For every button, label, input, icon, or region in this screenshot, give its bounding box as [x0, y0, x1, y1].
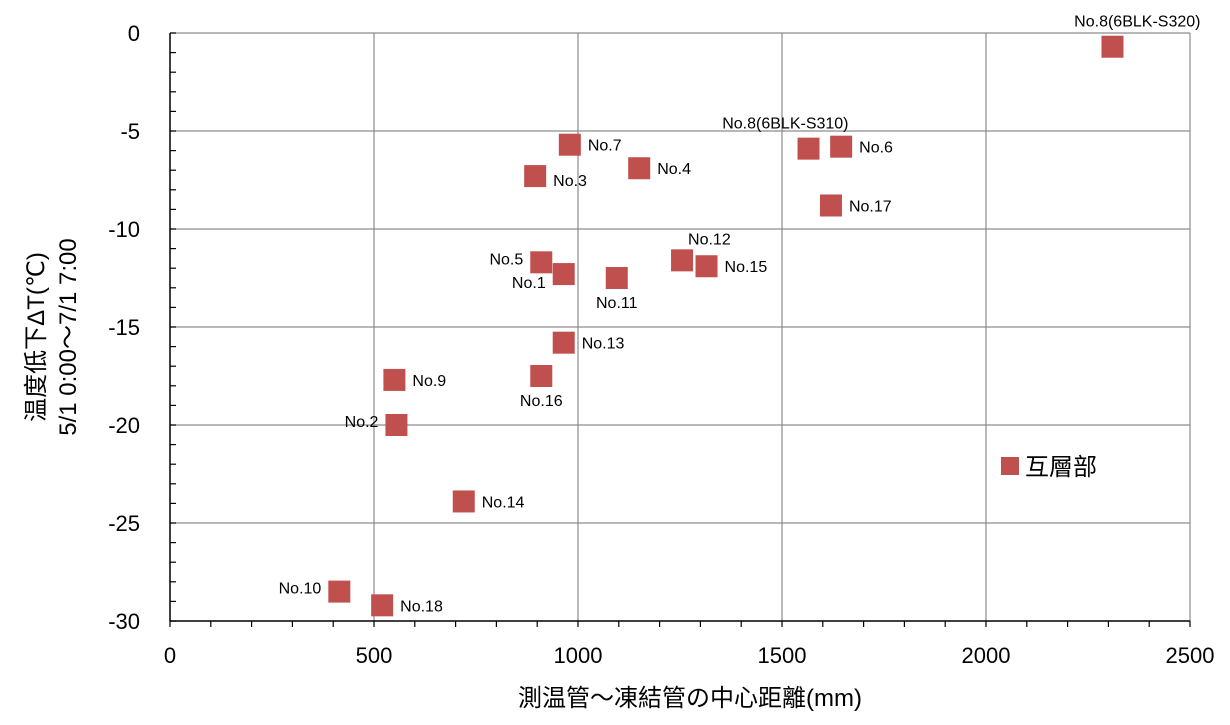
data-label: No.4 [657, 161, 691, 178]
data-label: No.3 [553, 173, 587, 190]
data-point [530, 251, 553, 274]
data-label: No.18 [400, 598, 443, 615]
data-label: No.11 [596, 295, 638, 312]
data-point [605, 267, 628, 289]
data-label: No.13 [582, 336, 625, 353]
y-tick-label: -10 [108, 217, 140, 242]
x-tick-label: 0 [164, 643, 176, 668]
data-label: No.8(6BLK-S310) [722, 116, 848, 133]
data-point [830, 135, 853, 158]
data-point [452, 490, 475, 513]
data-point [552, 263, 575, 286]
data-label: No.12 [688, 231, 731, 248]
data-label: No.7 [588, 138, 622, 155]
data-point [552, 331, 575, 354]
data-point [558, 133, 581, 156]
data-point [530, 365, 553, 387]
data-label: No.2 [345, 414, 379, 431]
data-point [797, 137, 820, 160]
data-point [328, 580, 351, 603]
data-label: No.5 [489, 251, 523, 268]
legend-marker [1001, 457, 1019, 475]
data-point [371, 594, 394, 617]
data-point [628, 157, 651, 180]
y-tick-label: -5 [120, 119, 140, 144]
data-label: No.14 [482, 494, 525, 511]
legend: 互層部 [1001, 454, 1097, 481]
x-tick-label: 1000 [554, 643, 603, 668]
data-label: No.15 [725, 259, 768, 276]
y-axis-title: 温度低下ΔT(℃) [23, 252, 50, 422]
data-point [1101, 35, 1124, 58]
data-label: No.10 [279, 581, 322, 598]
data-label: No.17 [849, 198, 892, 215]
data-point [383, 368, 406, 391]
ticks-layer: 0 500 1000 1500 2000 2500 0 -5 -10 -15 -20 -25 -30 [108, 21, 1214, 668]
legend-label: 互層部 [1025, 454, 1097, 481]
data-point [819, 194, 842, 217]
data-point [671, 249, 694, 272]
point-labels-layer: No.1 No.2 No.3 No.4 No.5 No.6 No.7 No.8(6BLK-S3… [279, 14, 1201, 616]
data-label: No.16 [520, 393, 563, 410]
data-label: No.9 [412, 373, 446, 390]
x-tick-label: 2000 [962, 643, 1011, 668]
data-label: No.8(6BLK-S320) [1074, 14, 1200, 31]
x-tick-label: 1500 [758, 643, 807, 668]
y-tick-label: -15 [108, 315, 140, 340]
data-point [385, 414, 408, 436]
points-layer [328, 35, 1124, 617]
y-axis-subtitle: 5/1 0:00～7/1 7:00 [55, 238, 82, 435]
y-tick-label: -20 [108, 413, 140, 438]
data-point [695, 255, 718, 278]
grid-layer [170, 32, 1191, 621]
data-label: No.1 [512, 275, 546, 292]
x-tick-label: 2500 [1166, 643, 1215, 668]
y-tick-label: -25 [108, 511, 140, 536]
data-point [524, 165, 547, 188]
y-tick-label: 0 [128, 21, 140, 46]
y-tick-label: -30 [108, 609, 140, 634]
data-label: No.6 [859, 140, 893, 157]
x-tick-label: 500 [356, 643, 393, 668]
x-axis-title: 測温管～凍結管の中心距離(mm) [518, 685, 862, 712]
